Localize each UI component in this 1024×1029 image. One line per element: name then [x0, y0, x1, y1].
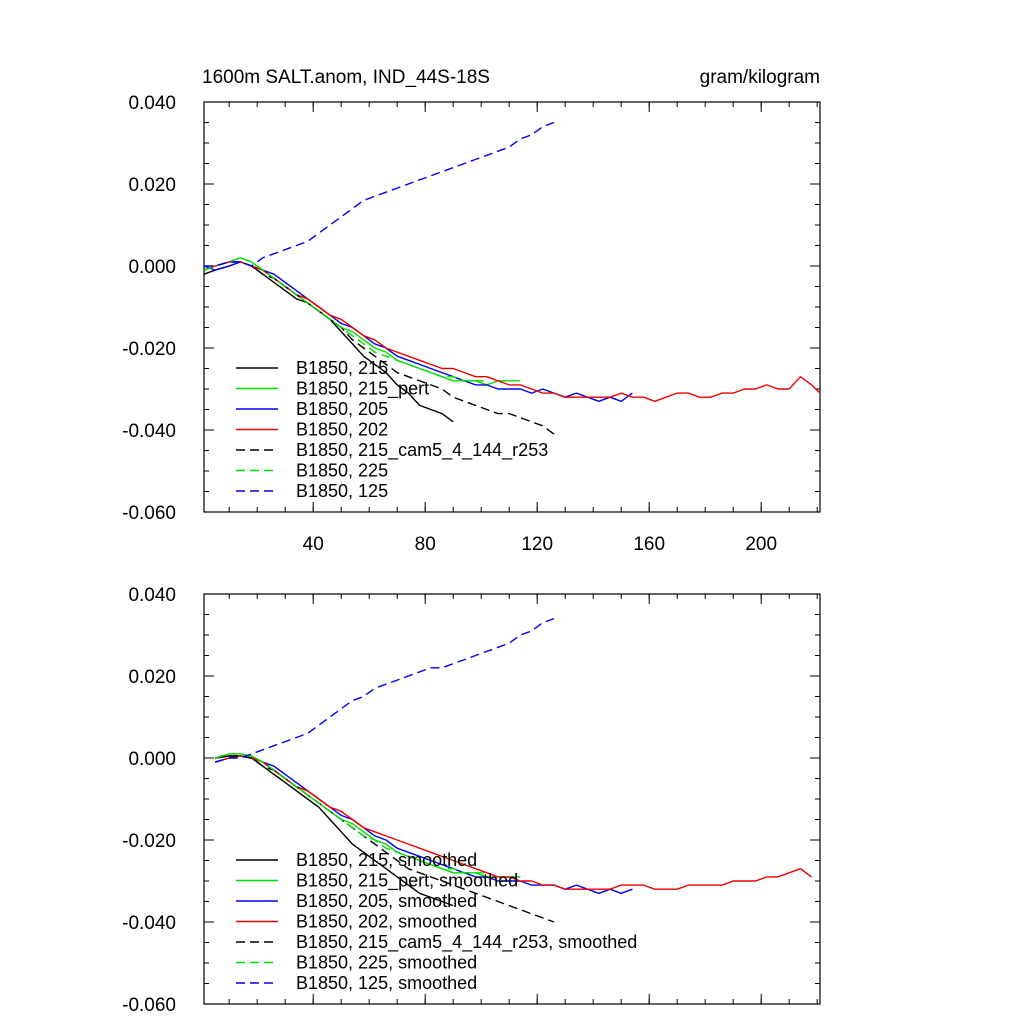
x-tick-label: 200: [745, 534, 777, 555]
x-tick-label: 40: [303, 534, 324, 555]
legend-label: B1850, 215_cam5_4_144_r253: [296, 440, 548, 461]
panel-bottom: 0.040 0.020 0.000 -0.020 -0.040 -0.060 B1850, …: [122, 585, 821, 1016]
legend-label: B1850, 205: [296, 399, 388, 419]
y-tick-label: -0.020: [122, 831, 176, 852]
series-line-3: [215, 755, 813, 890]
y-tick-label: -0.060: [122, 995, 176, 1016]
legend-label: B1850, 215_pert, smoothed: [296, 871, 518, 892]
legend-label: B1850, 215_cam5_4_144_r253, smoothed: [296, 932, 637, 953]
legend-label: B1850, 202: [296, 420, 388, 440]
legend-label: B1850, 225, smoothed: [296, 953, 477, 973]
legend-label: B1850, 215_pert: [296, 379, 429, 400]
legend-label: B1850, 125, smoothed: [296, 973, 477, 993]
series-line-6: [215, 617, 555, 763]
y-tick-label: 0.000: [128, 257, 176, 278]
x-tick-label: 120: [521, 534, 553, 555]
y-tick-label: 0.020: [128, 175, 176, 196]
y-tick-label: 0.000: [128, 749, 176, 770]
title-left: 1600m SALT.anom, IND_44S-18S: [202, 67, 490, 88]
x-tick-label: 80: [415, 534, 436, 555]
series-line-5: [215, 753, 487, 874]
y-tick-label: 0.040: [128, 585, 176, 606]
y-tick-label: 0.020: [128, 667, 176, 688]
y-tick-label: -0.040: [122, 913, 176, 934]
title-right: gram/kilogram: [700, 67, 820, 88]
legend-label: B1850, 202, smoothed: [296, 912, 477, 932]
series-line-6: [204, 121, 555, 267]
legend-label: B1850, 125: [296, 481, 388, 501]
y-tick-label: -0.060: [122, 503, 176, 524]
x-tick-label: 160: [633, 534, 665, 555]
legend-label: B1850, 215: [296, 358, 388, 378]
legend-label: B1850, 225: [296, 461, 388, 481]
panel-top: 0.040 0.020 0.000 -0.020 -0.040 -0.060 40 80 120…: [122, 93, 821, 555]
legend-label: B1850, 205, smoothed: [296, 891, 477, 911]
legend-label: B1850, 215, smoothed: [296, 850, 477, 870]
series-line-4: [203, 261, 555, 435]
y-tick-label: -0.040: [122, 421, 176, 442]
y-tick-label: -0.020: [122, 339, 176, 360]
y-tick-label: 0.040: [128, 93, 176, 114]
series-line-3: [203, 261, 821, 402]
series-line-5: [203, 257, 487, 382]
